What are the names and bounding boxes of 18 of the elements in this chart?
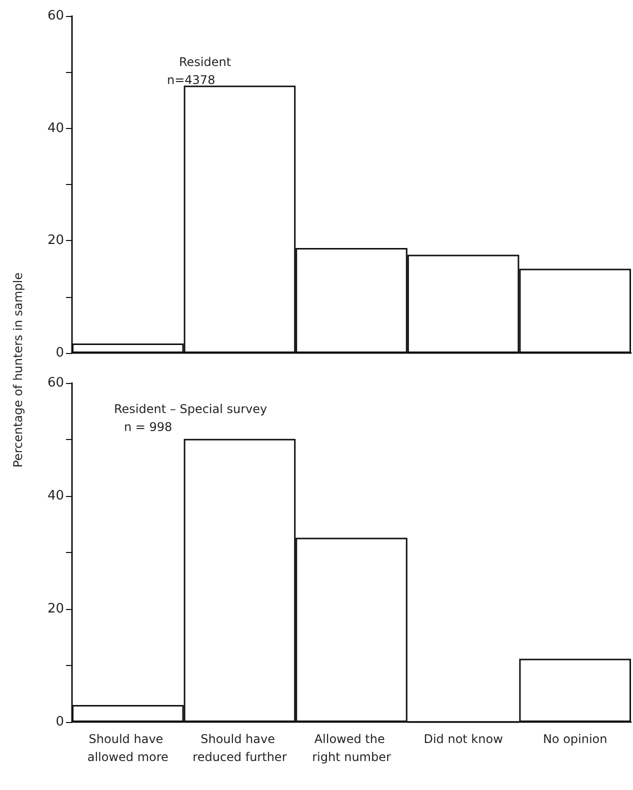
y-tick-label: 0 [56,346,64,360]
x-tick-label: Did not know [424,732,504,746]
x-tick-label: Should have reduced further [192,732,287,764]
y-tick-label: 40 [47,120,64,136]
annotation: Resident [179,55,232,69]
x-tick-label: Allowed the right number [312,732,391,764]
y-tick-label: 0 [56,714,64,730]
annotation: n=4378 [167,73,216,87]
annotation: Resident – Special survey [114,402,268,416]
y-tick-label: 60 [47,8,64,24]
y-tick-label: 20 [47,233,64,248]
y-axis-title: Percentage of hunters in sample [11,272,25,468]
annotation: n = 998 [124,420,172,434]
y-tick-label: 40 [47,488,64,504]
y-tick-label: 60 [47,376,64,390]
x-tick-label: No opinion [542,732,608,746]
y-tick-label: 20 [47,602,64,616]
x-tick-label: Should have allowed more [87,732,168,764]
